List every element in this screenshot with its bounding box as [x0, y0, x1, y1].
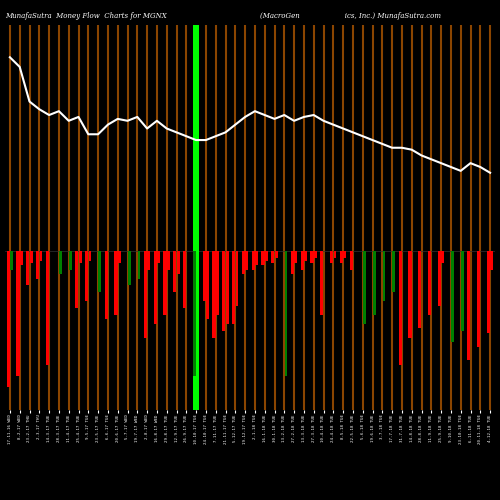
Bar [104, 252, 108, 320]
Bar [173, 252, 176, 292]
Bar [158, 252, 160, 263]
Bar [193, 25, 200, 410]
Bar [144, 252, 147, 338]
Bar [294, 252, 297, 263]
Bar [408, 252, 412, 338]
Bar [167, 252, 170, 270]
Bar [114, 252, 117, 315]
Bar [350, 252, 352, 270]
Bar [164, 252, 166, 315]
Bar [30, 252, 32, 263]
Bar [46, 252, 49, 364]
Bar [10, 252, 13, 270]
Bar [242, 252, 245, 274]
Bar [98, 252, 101, 292]
Bar [79, 252, 82, 263]
Bar [442, 252, 444, 263]
Bar [373, 252, 376, 315]
Bar [252, 252, 254, 270]
Bar [363, 252, 366, 324]
Bar [314, 252, 317, 258]
Bar [320, 252, 324, 315]
Bar [291, 252, 294, 274]
Bar [60, 252, 62, 274]
Bar [310, 252, 314, 263]
Bar [26, 252, 30, 286]
Bar [265, 252, 268, 260]
Bar [262, 252, 264, 265]
Bar [334, 252, 336, 258]
Bar [148, 252, 150, 270]
Bar [20, 252, 23, 265]
Bar [284, 252, 288, 376]
Bar [392, 252, 395, 292]
Bar [487, 252, 490, 333]
Bar [467, 252, 470, 360]
Bar [461, 252, 464, 330]
Bar [212, 252, 216, 338]
Bar [85, 252, 88, 302]
Bar [246, 252, 248, 270]
Bar [232, 252, 235, 324]
Text: (MacroGen                    ics, Inc.) MunafaSutra.com: (MacroGen ics, Inc.) MunafaSutra.com [260, 12, 441, 20]
Bar [236, 252, 238, 306]
Bar [138, 252, 140, 278]
Bar [256, 252, 258, 265]
Bar [40, 252, 42, 260]
Bar [226, 252, 228, 324]
Bar [69, 252, 72, 270]
Bar [193, 252, 196, 376]
Bar [183, 252, 186, 308]
Text: MunafaSutra  Money Flow  Charts for MGNX: MunafaSutra Money Flow Charts for MGNX [5, 12, 167, 20]
Bar [398, 252, 402, 364]
Bar [300, 252, 304, 270]
Bar [88, 252, 92, 260]
Bar [438, 252, 441, 306]
Bar [418, 252, 422, 328]
Bar [452, 252, 454, 342]
Bar [428, 252, 431, 315]
Bar [330, 252, 333, 263]
Bar [6, 252, 10, 388]
Bar [216, 252, 219, 315]
Bar [222, 252, 226, 330]
Bar [271, 252, 274, 263]
Bar [154, 252, 156, 324]
Bar [202, 252, 205, 302]
Bar [36, 252, 39, 278]
Bar [75, 252, 78, 308]
Bar [344, 252, 346, 258]
Bar [477, 252, 480, 346]
Bar [490, 252, 493, 270]
Bar [128, 252, 130, 286]
Bar [340, 252, 343, 263]
Bar [118, 252, 121, 263]
Bar [275, 252, 278, 258]
Bar [206, 252, 209, 320]
Bar [382, 252, 386, 302]
Bar [304, 252, 307, 260]
Bar [16, 252, 20, 376]
Bar [177, 252, 180, 274]
